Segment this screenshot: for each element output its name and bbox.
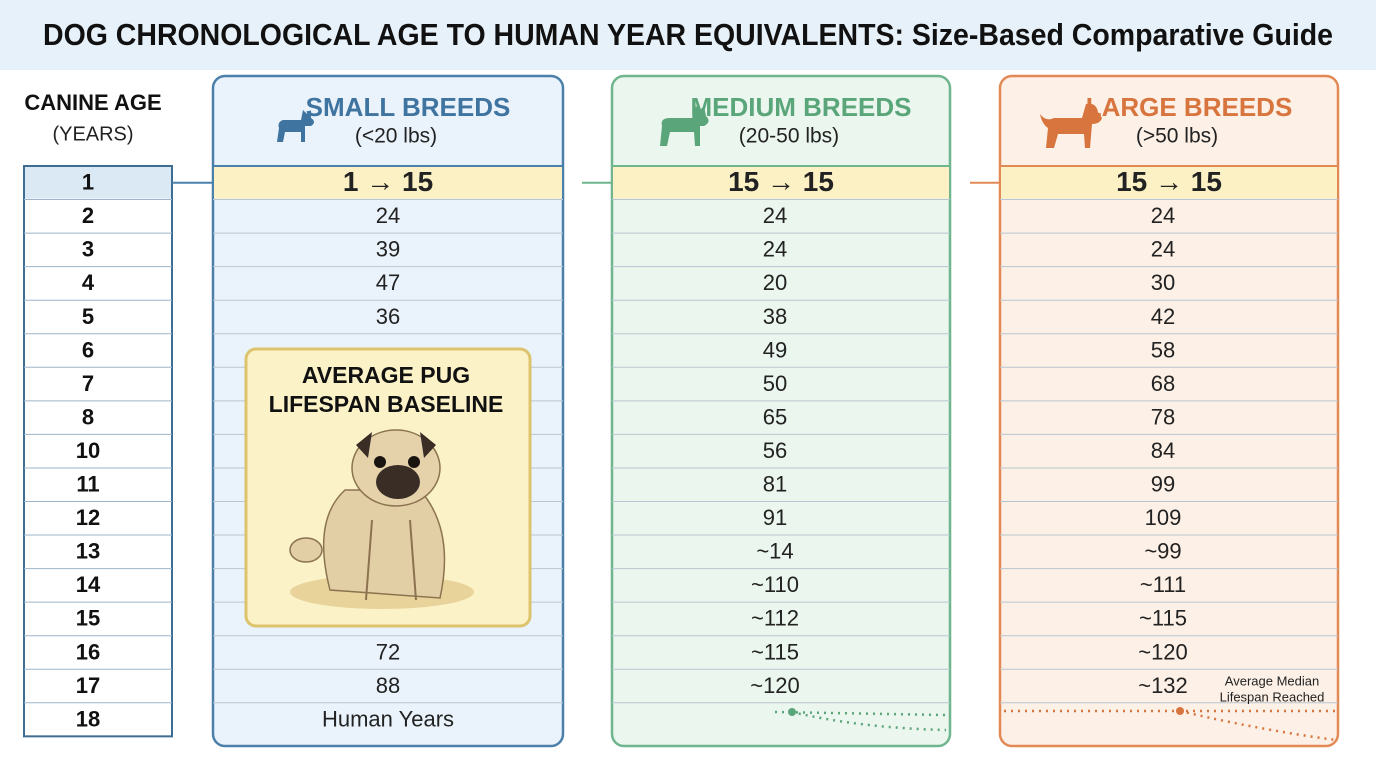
pug-legs [365,519,417,601]
table-cell: 58 [1151,337,1175,362]
row-highlight [613,167,949,199]
column-title: MEDIUM BREEDS [690,92,911,122]
table-cell: 78 [1151,404,1175,429]
table-cell: 81 [763,472,787,497]
page-title: DOG CHRONOLOGICAL AGE TO HUMAN YEAR EQUI… [43,17,1333,52]
table-cell: 42 [1151,304,1175,329]
column-subtitle: (20-50 lbs) [739,125,839,148]
age-cell: 6 [82,337,94,362]
table-cell: 39 [376,237,400,262]
table-cell: ~111 [1140,572,1186,597]
age-cell: 8 [82,404,94,429]
table-cell: 24 [763,203,787,228]
table-cell: ~115 [751,639,799,664]
column-panel [610,74,952,748]
dog-icon [277,110,314,142]
table-cell: 15 → 15 [728,166,834,197]
age-cell: 7 [82,371,94,396]
table-cell: 24 [1151,203,1175,228]
table-cell: 50 [763,371,787,396]
table-cell: 49 [763,337,787,362]
dog-icon [660,106,709,146]
pug-eye [374,456,386,468]
age-cell: 14 [76,572,101,597]
age-title: CANINE AGE [24,90,161,115]
age-highlight [25,167,171,199]
age-cell: 3 [82,237,94,262]
table-cell: 24 [376,203,400,228]
age-cell: 18 [76,706,100,731]
table-cell: Human Years [322,706,454,731]
pug-tail [289,537,323,563]
table-cell: 68 [1151,371,1175,396]
marker-dot [1176,707,1184,715]
table-cell: 56 [763,438,787,463]
pug-box-title: AVERAGE PUG [302,362,470,388]
age-column [23,165,173,738]
table-cell: 72 [376,639,400,664]
table-cell: ~120 [750,673,800,698]
age-cell: 4 [82,270,95,295]
row-highlight [214,167,562,199]
table-cell: ~112 [751,606,799,631]
column-panel [998,74,1340,748]
pug-illustration [289,429,474,609]
table-cell: 36 [376,304,400,329]
table-cell: 84 [1151,438,1175,463]
marker-dot [788,708,796,716]
table-cell: 20 [763,270,787,295]
table-cell: ~132 [1138,673,1188,698]
age-cell: 10 [76,438,100,463]
annotation: Average Median [1225,673,1319,688]
age-cell: 1 [82,170,94,195]
table-cell: 91 [763,505,787,530]
age-cell: 5 [82,304,94,329]
table-cell: 47 [376,270,400,295]
table-cell: 24 [763,237,787,262]
row-highlight [1001,167,1337,199]
table-cell: 38 [763,304,787,329]
age-cell: 12 [76,505,100,530]
age-cell: 11 [76,472,99,497]
column-title: SMALL BREEDS [306,92,511,122]
age-cell: 15 [76,606,100,631]
annotation: Lifespan Reached [1220,689,1325,704]
table-cell: 99 [1151,472,1175,497]
age-subtitle: (YEARS) [52,123,133,145]
lifespan-marker [1004,709,1337,742]
pug-eye [408,456,420,468]
column-subtitle: (<20 lbs) [355,125,437,148]
table-cell: 109 [1145,505,1182,530]
column-subtitle: (>50 lbs) [1136,125,1218,148]
age-cell: 13 [76,539,100,564]
table-cell: 65 [763,404,787,429]
age-cell: 17 [76,673,100,698]
table-cell: ~99 [1144,539,1181,564]
age-cell: 2 [82,203,94,228]
table-cell: ~110 [751,572,799,597]
table-cell: ~115 [1139,606,1187,631]
pug-box-title: LIFESPAN BASELINE [269,391,504,417]
table-cell: 15 → 15 [1116,166,1222,197]
title-bar [0,0,1376,70]
dog-icon [1040,103,1102,148]
table-cell: ~120 [1138,639,1188,664]
column-title: LARGE BREEDS [1086,92,1293,122]
lifespan-marker [774,710,947,732]
table-cell: 1 → 15 [343,166,433,197]
pug-muzzle [376,465,420,499]
table-cell: ~14 [756,539,793,564]
table-cell: 88 [376,673,400,698]
age-cell: 16 [76,639,100,664]
table-cell: 30 [1151,270,1175,295]
table-cell: 24 [1151,237,1175,262]
pug-body [322,489,446,599]
